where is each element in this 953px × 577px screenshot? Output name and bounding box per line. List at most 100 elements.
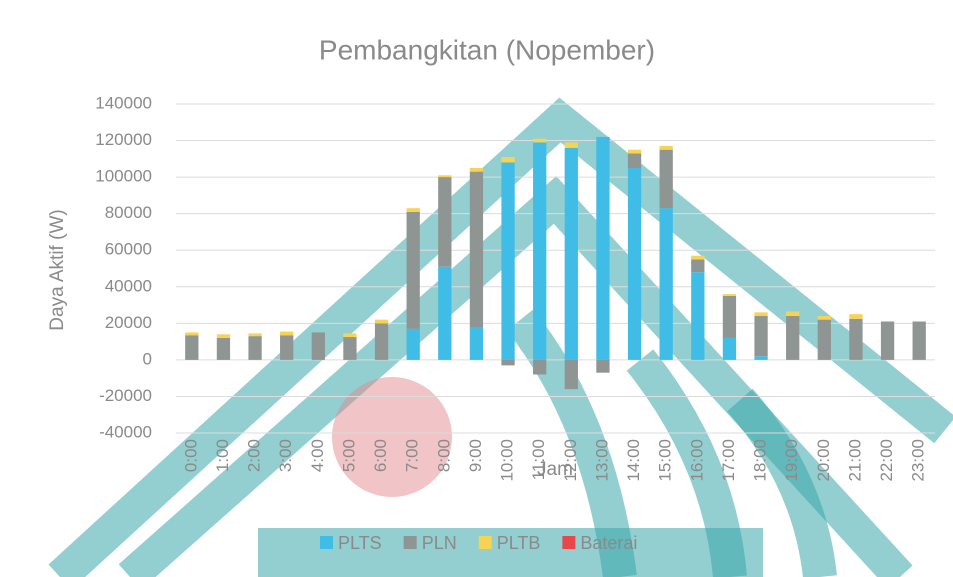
- bar-segment: [659, 146, 673, 150]
- bar-segment: [722, 294, 737, 296]
- y-tick-label: 60000: [105, 240, 152, 259]
- bar-segment: [880, 321, 895, 360]
- x-tick-label: 22:00: [877, 439, 896, 482]
- bar-segment: [280, 335, 294, 360]
- x-tick-label: 21:00: [845, 439, 864, 482]
- bar-segment: [691, 259, 705, 273]
- bar-segment: [311, 332, 325, 360]
- bar-segment: [533, 359, 547, 375]
- x-tick-label: 16:00: [687, 439, 706, 482]
- bar-segment: [406, 211, 420, 329]
- legend-swatch: [320, 536, 333, 549]
- x-tick-label: 2:00: [245, 439, 264, 472]
- bar-segment: [817, 316, 831, 320]
- bar-segment: [754, 312, 768, 317]
- x-tick-label: 6:00: [371, 439, 390, 472]
- y-tick-label: 100000: [95, 167, 152, 186]
- x-tick-label: 18:00: [751, 439, 770, 482]
- legend-swatch: [403, 536, 417, 549]
- bar-segment: [469, 326, 484, 360]
- bar-segment: [280, 331, 294, 336]
- x-tick-label: 17:00: [719, 439, 738, 482]
- legend-swatch: [478, 536, 492, 549]
- bar-segment: [722, 295, 737, 338]
- bar-segment: [564, 147, 578, 360]
- x-axis-label: Jam: [537, 459, 573, 480]
- x-tick-label: 20:00: [814, 439, 833, 482]
- x-tick-label: 5:00: [339, 439, 358, 472]
- watermark-circle: [332, 377, 452, 497]
- x-tick-label: 15:00: [656, 439, 675, 482]
- x-tick-label: 0:00: [181, 439, 200, 472]
- x-tick-label: 3:00: [276, 439, 295, 472]
- x-tick-label: 1:00: [213, 439, 232, 472]
- bar-segment: [596, 359, 610, 373]
- bar-segment: [185, 335, 199, 360]
- bar-segment: [849, 318, 863, 360]
- bar-segment: [754, 316, 768, 357]
- bar-segment: [438, 177, 452, 267]
- y-axis-label: Daya Aktif (W): [47, 209, 68, 330]
- bar-segment: [754, 356, 768, 360]
- bar-segment: [849, 314, 863, 319]
- x-tick-label: 12:00: [561, 439, 580, 482]
- y-tick-label: -40000: [99, 422, 152, 441]
- bar-segment: [912, 321, 926, 360]
- x-tick-label: 10:00: [498, 439, 517, 482]
- y-tick-label: 120000: [95, 130, 152, 149]
- bar-segment: [438, 266, 452, 360]
- bar-segment: [469, 171, 484, 327]
- legend-label: Baterai: [580, 533, 637, 553]
- y-tick-label: 140000: [95, 93, 152, 112]
- x-tick-label: 13:00: [592, 439, 611, 482]
- bar-segment: [469, 167, 484, 172]
- bar-segment: [343, 333, 357, 338]
- bar-segment: [248, 336, 262, 360]
- bar-segment: [343, 337, 357, 360]
- bar-segment: [817, 319, 831, 360]
- bar-segment: [596, 136, 610, 360]
- bar-segment: [501, 359, 515, 366]
- bar-segment: [627, 167, 642, 360]
- bar-segment: [659, 149, 673, 209]
- bar-segment: [216, 334, 231, 338]
- bar-segment: [501, 162, 515, 360]
- legend-label: PLTS: [338, 533, 382, 553]
- bar-segment: [786, 316, 800, 360]
- bar-segment: [627, 153, 642, 168]
- y-tick-label: 40000: [105, 276, 152, 295]
- bar-segment: [564, 142, 578, 148]
- x-tick-label: 23:00: [909, 439, 928, 482]
- bar-segment: [248, 333, 262, 337]
- y-tick-label: 80000: [105, 203, 152, 222]
- x-tick-label: 8:00: [434, 439, 453, 472]
- bar-segment: [501, 157, 515, 163]
- bar-segment: [627, 149, 642, 154]
- bar-segment: [374, 319, 389, 324]
- x-tick-label: 14:00: [624, 439, 643, 482]
- bar-segment: [564, 359, 578, 390]
- bar-segment: [691, 272, 705, 360]
- bar-segment: [722, 337, 737, 360]
- bar-segment: [185, 332, 199, 336]
- bar-segment: [216, 337, 231, 360]
- bar-segment: [406, 208, 420, 212]
- x-tick-label: 7:00: [403, 439, 422, 472]
- x-tick-label: 19:00: [782, 439, 801, 482]
- bar-segment: [533, 138, 547, 143]
- y-tick-label: -20000: [99, 386, 152, 405]
- bar-segment: [406, 328, 420, 360]
- legend-label: PLTB: [497, 533, 541, 553]
- bar-segment: [533, 142, 547, 360]
- legend-swatch: [562, 536, 576, 549]
- bar-segment: [786, 311, 800, 317]
- bar-segment: [691, 255, 705, 260]
- bar-segment: [659, 208, 673, 360]
- watermark-arc: [48, 97, 953, 577]
- x-tick-label: 9:00: [466, 439, 485, 472]
- watermark-band: [258, 528, 763, 577]
- bar-segment: [438, 175, 452, 178]
- y-tick-label: 20000: [105, 313, 152, 332]
